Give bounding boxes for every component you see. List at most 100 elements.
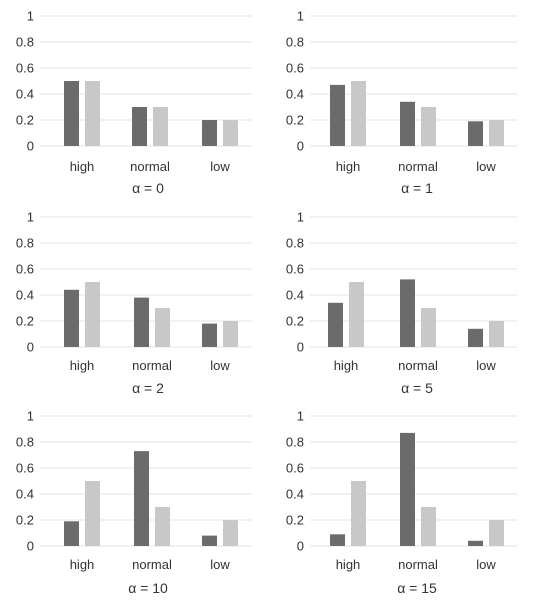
bar-normal-series-2 bbox=[421, 507, 436, 546]
bar-high-series-1 bbox=[330, 84, 345, 146]
bar-low-series-1 bbox=[468, 540, 483, 546]
chart-panel-3: 0 0.2 0.4 0.6 0.8 1 high normal low α = 5 bbox=[286, 210, 517, 396]
x-tick-label: low bbox=[210, 557, 230, 572]
x-tick-label: high bbox=[70, 358, 95, 373]
bar-low-series-2 bbox=[489, 321, 504, 347]
y-tick-label: 0 bbox=[27, 340, 34, 355]
y-tick-label: 1 bbox=[27, 210, 34, 225]
y-tick-label: 1 bbox=[297, 409, 304, 424]
y-tick-label: 0 bbox=[27, 539, 34, 554]
x-tick-label: normal bbox=[130, 159, 170, 174]
bar-low-series-1 bbox=[468, 328, 483, 347]
y-tick-label: 0 bbox=[297, 539, 304, 554]
chart-title: α = 5 bbox=[401, 380, 433, 396]
x-tick-label: low bbox=[476, 557, 496, 572]
bar-low-series-1 bbox=[202, 120, 217, 146]
x-tick-label: low bbox=[210, 358, 230, 373]
y-tick-label: 0.4 bbox=[16, 288, 34, 303]
y-tick-label: 1 bbox=[27, 9, 34, 24]
bar-normal-series-2 bbox=[155, 507, 170, 546]
y-tick-label: 0.8 bbox=[16, 435, 34, 450]
bar-normal-series-1 bbox=[400, 101, 415, 146]
chart-panel-0: 0 0.2 0.4 0.6 0.8 1 high normal low α = 0 bbox=[16, 9, 252, 196]
bar-high-series-1 bbox=[328, 302, 343, 347]
x-tick-label: high bbox=[70, 557, 95, 572]
y-tick-label: 0.2 bbox=[286, 113, 304, 128]
x-tick-label: normal bbox=[132, 358, 172, 373]
y-tick-label: 0.6 bbox=[16, 461, 34, 476]
bar-normal-series-2 bbox=[153, 107, 168, 146]
chart-panel-2: 0 0.2 0.4 0.6 0.8 1 high normal low α = 2 bbox=[16, 210, 252, 396]
bar-normal-series-1 bbox=[400, 432, 415, 546]
y-tick-label: 0.8 bbox=[16, 35, 34, 50]
y-tick-label: 0.8 bbox=[286, 35, 304, 50]
x-tick-label: normal bbox=[132, 557, 172, 572]
chart-title: α = 15 bbox=[397, 580, 437, 596]
x-tick-label: high bbox=[336, 159, 361, 174]
y-tick-label: 0.4 bbox=[286, 288, 304, 303]
bar-low-series-1 bbox=[202, 535, 217, 546]
y-tick-label: 0.4 bbox=[16, 487, 34, 502]
bar-low-series-2 bbox=[223, 520, 238, 546]
chart-panel-1: 0 0.2 0.4 0.6 0.8 1 high normal low α = 1 bbox=[286, 9, 517, 196]
bar-normal-series-1 bbox=[132, 107, 147, 146]
x-tick-label: high bbox=[336, 557, 361, 572]
bar-normal-series-1 bbox=[134, 297, 149, 347]
y-tick-label: 0.6 bbox=[16, 262, 34, 277]
bar-normal-series-2 bbox=[421, 308, 436, 347]
bar-high-series-2 bbox=[349, 282, 364, 347]
bar-low-series-1 bbox=[468, 121, 483, 146]
chart-title: α = 2 bbox=[132, 380, 164, 396]
y-tick-label: 0.4 bbox=[286, 487, 304, 502]
y-tick-label: 0.8 bbox=[286, 236, 304, 251]
bar-low-series-2 bbox=[489, 120, 504, 146]
y-tick-label: 0.2 bbox=[286, 314, 304, 329]
y-tick-label: 0 bbox=[297, 139, 304, 154]
x-tick-label: high bbox=[334, 358, 359, 373]
bar-high-series-1 bbox=[330, 534, 345, 546]
bar-high-series-2 bbox=[351, 481, 366, 546]
y-tick-label: 1 bbox=[297, 210, 304, 225]
y-tick-label: 1 bbox=[27, 409, 34, 424]
y-tick-label: 0.4 bbox=[286, 87, 304, 102]
bar-low-series-2 bbox=[223, 321, 238, 347]
y-tick-label: 0.6 bbox=[286, 61, 304, 76]
bar-high-series-2 bbox=[85, 282, 100, 347]
x-tick-label: low bbox=[210, 159, 230, 174]
bar-low-series-2 bbox=[223, 120, 238, 146]
y-tick-label: 0.8 bbox=[286, 435, 304, 450]
y-tick-label: 0.6 bbox=[286, 461, 304, 476]
bar-low-series-1 bbox=[202, 323, 217, 347]
x-tick-label: normal bbox=[398, 557, 438, 572]
chart-title: α = 0 bbox=[132, 180, 164, 196]
x-tick-label: low bbox=[476, 159, 496, 174]
bar-normal-series-2 bbox=[155, 308, 170, 347]
y-tick-label: 0.4 bbox=[16, 87, 34, 102]
y-tick-label: 0.2 bbox=[16, 314, 34, 329]
y-tick-label: 0.8 bbox=[16, 236, 34, 251]
y-tick-label: 1 bbox=[297, 9, 304, 24]
bar-normal-series-1 bbox=[134, 451, 149, 546]
y-tick-label: 0.2 bbox=[16, 513, 34, 528]
chart-panel-5: 0 0.2 0.4 0.6 0.8 1 high normal low α = 15 bbox=[286, 409, 517, 596]
bar-high-series-2 bbox=[351, 81, 366, 146]
x-tick-label: normal bbox=[398, 159, 438, 174]
bar-normal-series-2 bbox=[421, 107, 436, 146]
x-tick-label: high bbox=[70, 159, 95, 174]
y-tick-label: 0.2 bbox=[16, 113, 34, 128]
bar-high-series-1 bbox=[64, 521, 79, 546]
y-tick-label: 0 bbox=[297, 340, 304, 355]
bar-normal-series-1 bbox=[400, 279, 415, 347]
bar-high-series-2 bbox=[85, 481, 100, 546]
chart-title: α = 10 bbox=[128, 580, 168, 596]
bar-high-series-1 bbox=[64, 289, 79, 347]
y-tick-label: 0 bbox=[27, 139, 34, 154]
chart-title: α = 1 bbox=[401, 180, 433, 196]
y-tick-label: 0.2 bbox=[286, 513, 304, 528]
bar-high-series-2 bbox=[85, 81, 100, 146]
x-tick-label: low bbox=[476, 358, 496, 373]
chart-panel-4: 0 0.2 0.4 0.6 0.8 1 high normal low α = 10 bbox=[16, 409, 252, 596]
bar-low-series-2 bbox=[489, 520, 504, 546]
